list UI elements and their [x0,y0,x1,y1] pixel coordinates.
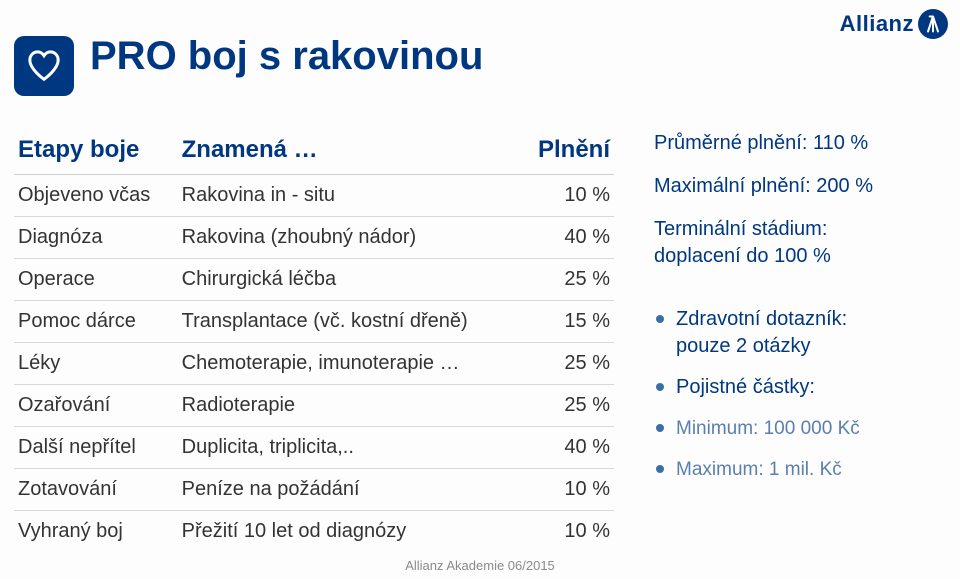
cell-stage: Ozařování [14,385,178,427]
heart-tile [14,36,74,96]
page-title: PRO boj s rakovinou [90,34,483,79]
cell-pct: 25 % [521,259,614,301]
col-fulfillment: Plnění [521,130,614,175]
terminal-block: Terminální stádium: doplacení do 100 % [654,216,946,270]
bullet-sums: Pojistné částky: [654,374,946,401]
terminal-line1: Terminální stádium: [654,216,946,243]
cell-pct: 10 % [521,469,614,511]
cell-means: Transplantace (vč. kostní dřeně) [178,301,521,343]
cell-pct: 25 % [521,343,614,385]
table-row: DiagnózaRakovina (zhoubný nádor)40 % [14,217,614,259]
heart-icon [24,46,64,86]
cell-pct: 25 % [521,385,614,427]
avg-fulfillment: Průměrné plnění: 110 % [654,130,946,157]
bullet-max-text: Maximum: 1 mil. Kč [676,459,842,480]
cell-pct: 40 % [521,217,614,259]
brand-badge [918,9,948,39]
cell-stage: Operace [14,259,178,301]
footer-text: Allianz Akademie 06/2015 [0,558,960,573]
cell-stage: Objeveno včas [14,175,178,217]
table-body: Objeveno včasRakovina in - situ10 % Diag… [14,175,614,553]
table-header-row: Etapy boje Znamená … Plnění [14,130,614,175]
cell-means: Chemoterapie, imunoterapie … [178,343,521,385]
cell-pct: 40 % [521,427,614,469]
cell-stage: Diagnóza [14,217,178,259]
bullet-questionnaire: Zdravotní dotazník: pouze 2 otázky [654,306,946,360]
bullet-questionnaire-l1: Zdravotní dotazník: [676,308,847,330]
col-means: Znamená … [178,130,521,175]
cell-stage: Zotavování [14,469,178,511]
table-row: LékyChemoterapie, imunoterapie …25 % [14,343,614,385]
side-panel: Průměrné plnění: 110 % Maximální plnění:… [654,130,946,549]
slide-root: Allianz PRO boj s rakovinou Etapy boje Z… [0,0,960,579]
brand-logo: Allianz [840,8,948,40]
cell-pct: 10 % [521,511,614,553]
cell-means: Radioterapie [178,385,521,427]
max-fulfillment: Maximální plnění: 200 % [654,173,946,200]
cell-means: Rakovina in - situ [178,175,521,217]
bullet-questionnaire-l2: pouze 2 otázky [676,335,811,357]
table-row: Další nepřítelDuplicita, triplicita,..40… [14,427,614,469]
table-row: OzařováníRadioterapie25 % [14,385,614,427]
cell-stage: Další nepřítel [14,427,178,469]
cell-pct: 15 % [521,301,614,343]
cell-stage: Léky [14,343,178,385]
cell-stage: Pomoc dárce [14,301,178,343]
stages-table: Etapy boje Znamená … Plnění Objeveno vča… [14,130,614,552]
cell-means: Rakovina (zhoubný nádor) [178,217,521,259]
table-row: Pomoc dárceTransplantace (vč. kostní dře… [14,301,614,343]
cell-means: Peníze na požádání [178,469,521,511]
terminal-line2: doplacení do 100 % [654,243,946,270]
cell-stage: Vyhraný boj [14,511,178,553]
side-bullets: Zdravotní dotazník: pouze 2 otázky Pojis… [654,306,946,483]
table-panel: Etapy boje Znamená … Plnění Objeveno vča… [14,130,614,549]
content-area: Etapy boje Znamená … Plnění Objeveno vča… [14,130,946,549]
cell-means: Přežití 10 let od diagnózy [178,511,521,553]
bullet-min-text: Minimum: 100 000 Kč [676,418,860,439]
brand-name: Allianz [840,11,914,37]
table-row: OperaceChirurgická léčba25 % [14,259,614,301]
bullet-max: Maximum: 1 mil. Kč [654,456,946,483]
table-row: Objeveno včasRakovina in - situ10 % [14,175,614,217]
cell-means: Duplicita, triplicita,.. [178,427,521,469]
col-stage: Etapy boje [14,130,178,175]
allianz-icon [923,14,943,34]
cell-pct: 10 % [521,175,614,217]
table-row: Vyhraný bojPřežití 10 let od diagnózy10 … [14,511,614,553]
table-row: ZotavováníPeníze na požádání10 % [14,469,614,511]
cell-means: Chirurgická léčba [178,259,521,301]
bullet-min: Minimum: 100 000 Kč [654,415,946,442]
